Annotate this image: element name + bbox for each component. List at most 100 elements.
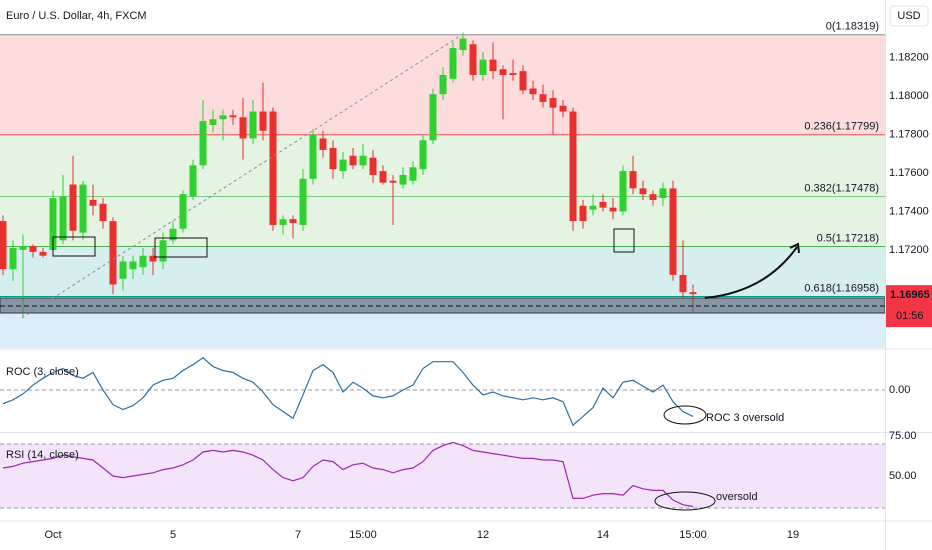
ellipse bbox=[654, 491, 716, 511]
y-tick-label: 1.18200 bbox=[889, 52, 929, 64]
candle-body bbox=[39, 251, 47, 256]
candle-body bbox=[569, 111, 577, 222]
currency-box[interactable] bbox=[889, 5, 929, 27]
candle-body bbox=[559, 105, 567, 112]
fib-trendline bbox=[21, 35, 461, 319]
last-price-box bbox=[886, 285, 932, 328]
candle-body bbox=[499, 69, 507, 75]
candle-body bbox=[419, 140, 427, 170]
candle-body bbox=[639, 188, 647, 195]
candle-body bbox=[189, 165, 197, 197]
fib-label: 0.382(1.17478) bbox=[804, 182, 879, 194]
candle-body bbox=[219, 115, 227, 120]
annotation: ROC 3 oversold bbox=[706, 412, 784, 424]
countdown: 01:56 bbox=[896, 310, 924, 322]
candle-body bbox=[209, 119, 217, 125]
candle-body bbox=[289, 219, 297, 224]
x-tick-label: 14 bbox=[597, 529, 609, 541]
candle-body bbox=[319, 138, 327, 150]
x-tick-label: 12 bbox=[477, 529, 489, 541]
candle-body bbox=[329, 148, 337, 170]
box bbox=[52, 236, 96, 257]
y-tick-label: 1.17600 bbox=[889, 167, 929, 179]
fib-label: 0.618(1.16958) bbox=[804, 282, 879, 294]
chart-title: Euro / U.S. Dollar, 4h, FXCM bbox=[6, 10, 147, 22]
box bbox=[154, 237, 208, 258]
x-tick-label: Oct bbox=[44, 529, 61, 541]
fib-label: 0.236(1.17799) bbox=[804, 121, 879, 133]
fib-zone bbox=[0, 196, 885, 247]
candle-body bbox=[519, 71, 527, 91]
candle-body bbox=[509, 73, 517, 75]
candle-body bbox=[429, 94, 437, 141]
fib-label: 0(1.18319) bbox=[826, 21, 879, 33]
y-tick-label: 0.00 bbox=[889, 384, 910, 396]
candle-body bbox=[9, 248, 17, 270]
band bbox=[0, 444, 885, 509]
candle-body bbox=[629, 171, 637, 189]
candle-body bbox=[669, 188, 677, 275]
candle-body bbox=[549, 98, 557, 108]
currency[interactable]: USD bbox=[897, 10, 920, 22]
ellipse bbox=[663, 405, 707, 425]
candle-body bbox=[409, 167, 417, 181]
candle-body bbox=[659, 188, 667, 199]
candle-body bbox=[269, 111, 277, 225]
candle-body bbox=[579, 205, 587, 222]
candle-body bbox=[609, 207, 617, 212]
fib-zone bbox=[0, 246, 885, 297]
candle-body bbox=[89, 199, 97, 206]
arrow bbox=[704, 246, 798, 299]
candle-body bbox=[69, 184, 77, 231]
candle-body bbox=[459, 38, 467, 50]
y-tick-label: 1.17200 bbox=[889, 244, 929, 256]
candle-body bbox=[619, 171, 627, 212]
candle-body bbox=[299, 178, 307, 225]
candle-body bbox=[599, 201, 607, 208]
candle-body bbox=[359, 155, 367, 166]
candle-body bbox=[349, 155, 357, 166]
candle-body bbox=[689, 292, 697, 295]
marks bbox=[0, 32, 885, 507]
x-tick-label: 7 bbox=[295, 529, 301, 541]
candle-body bbox=[679, 274, 687, 293]
indicator-line bbox=[2, 441, 694, 507]
candle-body bbox=[389, 180, 397, 183]
labels: Euro / U.S. Dollar, 4h, FXCM USD ROC (3,… bbox=[6, 10, 932, 541]
candle-body bbox=[99, 203, 107, 222]
candle-body bbox=[199, 121, 207, 166]
x-tick-label: 15:00 bbox=[349, 529, 377, 541]
last-price: 1.16965 bbox=[890, 289, 930, 301]
candle-body bbox=[129, 261, 137, 270]
candle-body bbox=[169, 228, 177, 241]
candle-body bbox=[229, 115, 237, 118]
candle-body bbox=[259, 111, 267, 131]
x-tick-label: 19 bbox=[787, 529, 799, 541]
candle-body bbox=[449, 48, 457, 79]
candle-body bbox=[489, 59, 497, 72]
candle-body bbox=[309, 134, 317, 179]
candle-body bbox=[29, 246, 37, 252]
candle-body bbox=[439, 74, 447, 95]
candle-body bbox=[109, 221, 117, 285]
y-tick-label: 75.00 bbox=[889, 430, 917, 442]
candle-body bbox=[649, 194, 657, 200]
candle-body bbox=[59, 196, 67, 241]
fib-label: 0.5(1.17218) bbox=[817, 232, 879, 244]
y-tick-label: 1.17400 bbox=[889, 205, 929, 217]
candle-body bbox=[399, 174, 407, 185]
annotation: oversold bbox=[716, 491, 758, 503]
candle-body bbox=[529, 88, 537, 95]
y-tick-label: 50.00 bbox=[889, 470, 917, 482]
candle-body bbox=[369, 157, 377, 175]
candle-body bbox=[479, 59, 487, 75]
candle-body bbox=[279, 219, 287, 225]
candle-body bbox=[539, 94, 547, 102]
x-tick-label: 15:00 bbox=[679, 529, 707, 541]
candle-body bbox=[589, 205, 597, 210]
candle-body bbox=[179, 194, 187, 229]
candle-body bbox=[49, 198, 57, 250]
y-tick-label: 1.18000 bbox=[889, 90, 929, 102]
